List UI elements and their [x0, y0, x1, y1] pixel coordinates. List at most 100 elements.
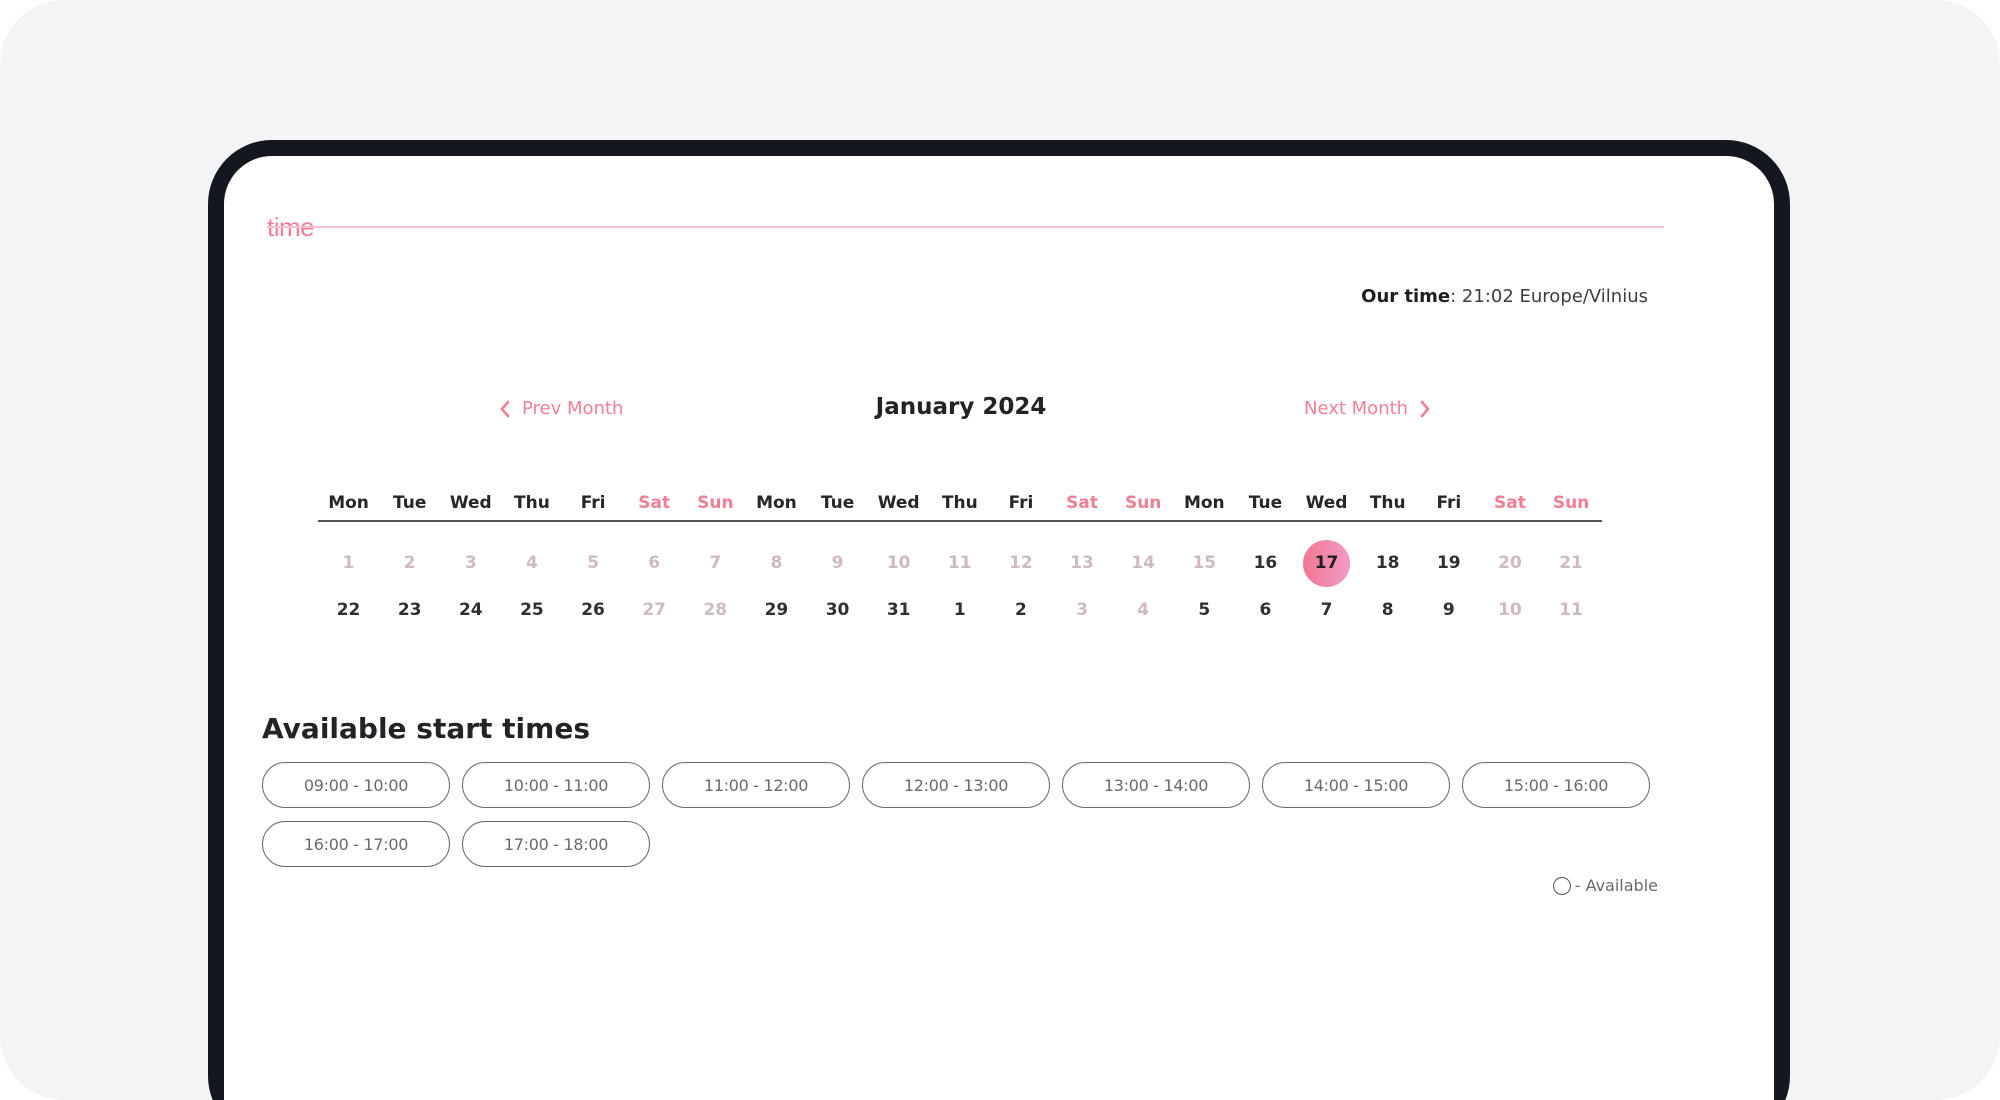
day-number: 3	[464, 553, 477, 573]
calendar-day: 2	[379, 540, 440, 587]
time-slot-button[interactable]: 17:00 - 18:00	[462, 821, 650, 867]
day-number: 16	[1253, 553, 1278, 573]
day-number: 26	[581, 600, 605, 620]
time-slot-button[interactable]: 16:00 - 17:00	[262, 821, 450, 867]
next-month-button[interactable]: Next Month	[1304, 398, 1432, 419]
day-number: 2	[1015, 600, 1027, 620]
month-navigation: Prev Month January 2024 Next Month	[224, 390, 1774, 430]
time-slot-button[interactable]: 15:00 - 16:00	[1462, 762, 1650, 808]
calendar-day[interactable]: 9	[1418, 587, 1479, 634]
day-number: 25	[520, 600, 544, 620]
day-number: 7	[1320, 600, 1333, 620]
calendar-day: 9	[807, 540, 868, 587]
calendar-day[interactable]: 2	[990, 587, 1051, 634]
our-time-value: : 21:02 Europe/Vilnius	[1450, 286, 1648, 307]
weekday-label: Thu	[941, 493, 978, 513]
weekday-label: Wed	[449, 493, 492, 513]
day-number: 22	[336, 600, 361, 620]
calendar-day[interactable]: 23	[379, 587, 440, 634]
calendar-day[interactable]: 16	[1235, 540, 1296, 587]
day-number: 6	[648, 553, 661, 573]
chevron-right-icon	[1420, 400, 1430, 417]
calendar-day[interactable]: 1	[929, 587, 990, 634]
day-number: 5	[587, 553, 599, 573]
calendar-day: 27	[624, 587, 685, 634]
day-number: 17	[1314, 553, 1339, 573]
day-number: 1	[342, 553, 355, 573]
prev-month-button[interactable]: Prev Month	[498, 398, 623, 419]
calendar-day[interactable]: 5	[1174, 587, 1235, 634]
day-number: 3	[1076, 600, 1088, 620]
calendar-day: 14	[1113, 540, 1174, 587]
day-number: 7	[709, 553, 722, 573]
calendar-day[interactable]: 31	[868, 587, 929, 634]
weekday-label: Tue	[1248, 493, 1283, 513]
month-title: January 2024	[875, 394, 1047, 420]
calendar-day[interactable]: 7	[1296, 587, 1357, 634]
day-number: 8	[770, 553, 783, 573]
day-number: 18	[1375, 553, 1400, 573]
weekday-label: Sun	[697, 493, 734, 513]
weekday-label: Sat	[1066, 493, 1098, 513]
day-number: 2	[403, 553, 416, 573]
calendar-day[interactable]: 25	[501, 587, 562, 634]
time-slot-button[interactable]: 12:00 - 13:00	[862, 762, 1050, 808]
calendar-day: 10	[868, 540, 929, 587]
calendar-day: 15	[1174, 540, 1235, 587]
calendar-day: 21	[1541, 540, 1602, 587]
calendar-day[interactable]: 19	[1418, 540, 1479, 587]
day-number: 4	[1137, 600, 1150, 620]
prev-month-label: Prev Month	[522, 398, 624, 419]
calendar-day[interactable]: 24	[440, 587, 501, 634]
weekday-label: Sat	[1494, 493, 1526, 513]
calendar-day: 12	[990, 540, 1051, 587]
calendar-day: 13	[1052, 540, 1113, 587]
selected-day-highlight	[1303, 540, 1351, 587]
calendar-day: 1	[318, 540, 379, 587]
day-number: 5	[1198, 600, 1211, 620]
legend-available-label: - Available	[1574, 876, 1658, 895]
day-number: 28	[703, 600, 728, 620]
day-number: 8	[1381, 600, 1394, 620]
calendar-day[interactable]: 30	[807, 587, 868, 634]
day-number: 9	[1442, 600, 1455, 620]
day-number: 4	[526, 553, 538, 573]
day-number: 31	[886, 600, 911, 620]
calendar-day[interactable]: 26	[563, 587, 624, 634]
day-number: 19	[1436, 553, 1461, 573]
our-time: Our time: 21:02 Europe/Vilnius	[1361, 286, 1648, 307]
weekday-label: Fri	[1008, 493, 1034, 513]
calendar-day: 3	[1052, 587, 1113, 634]
calendar-day[interactable]: 8	[1357, 587, 1418, 634]
time-slot-button[interactable]: 09:00 - 10:00	[262, 762, 450, 808]
day-number: 20	[1498, 553, 1522, 573]
calendar-day: 7	[685, 540, 746, 587]
calendar-day[interactable]: 6	[1235, 587, 1296, 634]
calendar-day[interactable]: 22	[318, 587, 379, 634]
calendar-day: 11	[929, 540, 990, 587]
weekday-label: Fri	[1436, 493, 1462, 513]
calendar-day[interactable]: 18	[1357, 540, 1418, 587]
calendar-day: 4	[1113, 587, 1174, 634]
day-number: 10	[886, 553, 911, 573]
calendar-day[interactable]: 29	[746, 587, 807, 634]
time-slot-button[interactable]: 11:00 - 12:00	[662, 762, 850, 808]
app-screen: time Our time: 21:02 Europe/Vilnius Prev…	[224, 156, 1774, 1100]
calendar-day: 6	[624, 540, 685, 587]
weekday-label: Thu	[514, 493, 550, 513]
our-time-label: Our time	[1361, 286, 1451, 307]
day-number: 11	[1559, 600, 1583, 620]
time-slot-button[interactable]: 14:00 - 15:00	[1262, 762, 1450, 808]
weekday-label: Wed	[1305, 493, 1348, 513]
day-number: 24	[458, 600, 483, 620]
time-slot-button[interactable]: 10:00 - 11:00	[462, 762, 650, 808]
day-number: 29	[764, 600, 789, 620]
weekday-label: Mon	[756, 493, 797, 513]
day-number: 27	[642, 600, 667, 620]
day-number: 12	[1009, 553, 1033, 573]
time-slot-button[interactable]: 13:00 - 14:00	[1062, 762, 1250, 808]
calendar-day-selected[interactable]: 17	[1296, 540, 1357, 587]
calendar-day: 5	[563, 540, 624, 587]
day-number: 14	[1131, 553, 1156, 573]
